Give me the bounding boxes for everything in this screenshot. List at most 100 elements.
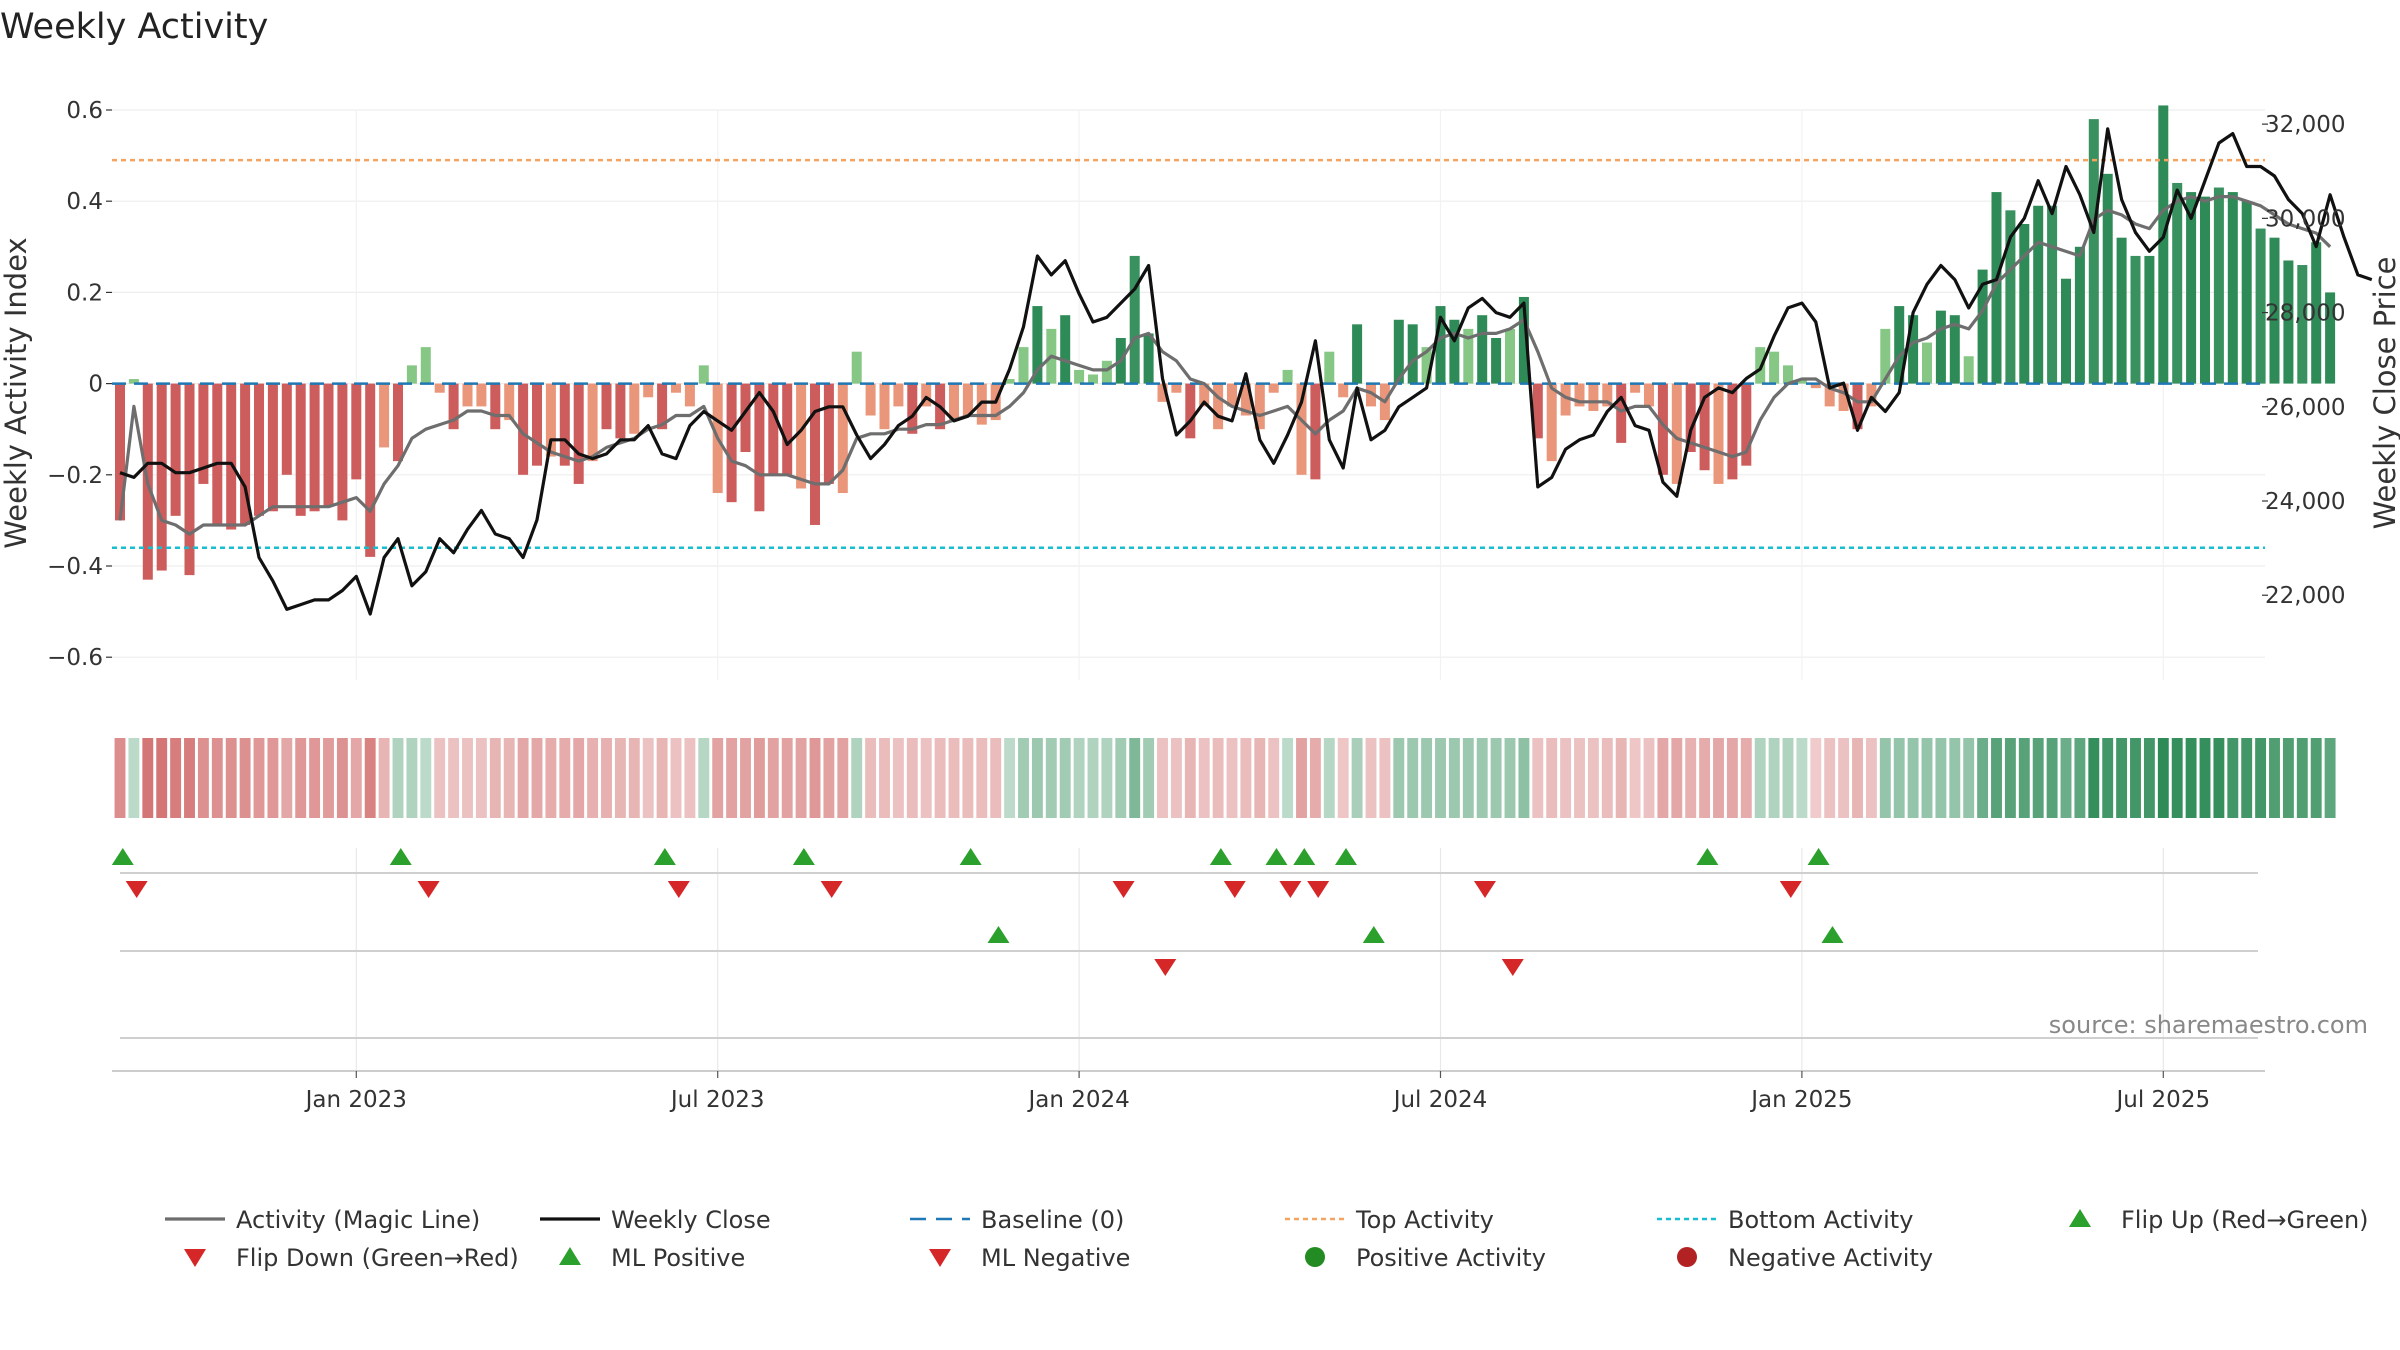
activity-bar [490,383,501,430]
ribbon-cell [448,738,460,818]
activity-bar [1421,347,1432,384]
ribbon-cell [2310,738,2322,818]
activity-bar [1810,383,1821,389]
activity-bar [1435,306,1446,384]
flip-down-marker [125,881,148,898]
left-tick-label: 0.2 [66,280,103,306]
activity-bar [948,383,960,421]
ribbon-cell [1977,738,1989,818]
activity-bar [1769,351,1780,384]
grid-lines [112,109,2265,1070]
activity-bar [2241,201,2252,384]
activity-bar [2158,105,2169,384]
activity-bar [128,379,139,384]
activity-bar [573,383,584,484]
legend-item: ML Positive [559,1244,745,1272]
ribbon-cell [184,738,195,818]
activity-bar [531,383,543,466]
ribbon-cell [1615,738,1627,818]
ribbon-cell [1323,738,1335,818]
right-tick-label: 32,000 [2265,112,2345,138]
activity-bar [518,383,529,475]
ribbon-cell [1309,738,1321,818]
activity-bar [2060,278,2072,384]
ribbon-cell [2088,738,2100,818]
ribbon-cell [1018,738,1029,818]
ribbon-cell [489,738,501,818]
activity-bar [643,383,654,398]
ribbon-cell [1421,738,1433,818]
activity-bar [601,383,612,430]
ribbon-cell [1852,738,1863,818]
legend-label: Bottom Activity [1728,1206,1913,1234]
activity-bar [1574,383,1585,407]
activity-bar [587,383,598,462]
activity-bar [1213,383,1224,430]
activity-bar [1004,379,1015,384]
activity-bar [1782,365,1794,384]
ribbon-cell [1184,738,1196,818]
activity-bar [1699,383,1710,471]
ribbon-cell [753,738,765,818]
legend-red-circle-icon [1677,1247,1697,1267]
legend-label: Positive Activity [1356,1244,1546,1272]
flip-down-marker [1473,881,1496,898]
ribbon-cell [670,738,682,818]
ribbon-cell [1879,738,1891,818]
ribbon-cell [892,738,904,818]
activity-bar [1463,328,1474,384]
activity-bar [198,383,209,484]
ribbon-cell [1115,738,1127,818]
activity-bar [2116,237,2127,384]
ribbon-cell [1073,738,1085,818]
ribbon-cell [1240,738,1252,818]
activity-bar [1060,315,1071,384]
activity-bar [1894,306,1905,384]
activity-bar [2088,119,2099,384]
legend-item: Flip Down (Green→Red) [184,1244,519,1272]
activity-bar [1185,383,1196,439]
activity-bar [615,383,626,439]
ribbon-cell [2157,738,2169,818]
flip-down-marker [417,881,440,898]
activity-bar [2144,255,2155,384]
ribbon-cell [851,738,863,818]
activity-ribbon [114,738,2336,818]
activity-bar [1129,255,1140,384]
activity-bar [1449,319,1460,384]
activity-bar [1518,296,1529,384]
activity-bar [1963,356,1974,384]
ribbon-cell [114,738,126,818]
flip-up-marker [389,848,412,865]
activity-bar [1657,383,1668,475]
activity-bar [684,383,695,407]
left-tick-label: 0.6 [66,98,103,124]
ribbon-cell [1407,738,1419,818]
activity-bar [1921,342,1933,384]
ribbon-cell [1935,738,1947,818]
activity-bar [351,383,362,480]
ribbon-cell [1476,738,1488,818]
ribbon-cell [197,738,209,818]
source-note: source: sharemaestro.com [2049,1011,2368,1039]
activity-bar [1324,351,1335,384]
legend-item: Baseline (0) [910,1206,1124,1234]
legend-item: ML Negative [929,1244,1130,1272]
activity-bar [1685,383,1696,452]
activity-bar [1240,383,1251,416]
x-tick-label: Jul 2024 [1392,1087,1488,1113]
left-tick-label: −0.2 [47,463,103,489]
activity-bar [504,383,515,421]
ribbon-cell [2185,738,2197,818]
legend-item: Top Activity [1285,1206,1494,1234]
ribbon-cell [1490,738,1502,818]
ribbon-cell [2143,738,2155,818]
activity-bar [2325,292,2336,384]
activity-bar [1643,383,1655,407]
activity-bar [837,383,848,494]
flip-up-marker [959,848,982,865]
ribbon-cell [948,738,960,818]
ribbon-cell [2018,738,2030,818]
activity-magic-line [118,195,2332,536]
activity-bar [907,383,918,434]
